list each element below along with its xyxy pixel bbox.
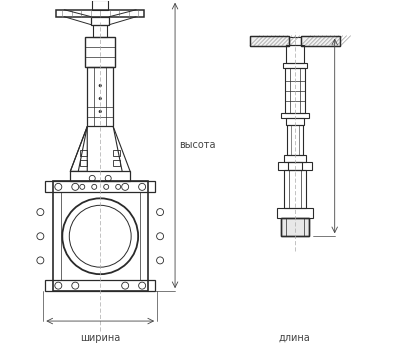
Circle shape (99, 84, 102, 87)
Text: длина: длина (279, 333, 311, 343)
Bar (45, 181, 155, 192)
Bar (91, 17, 109, 25)
Bar (286, 45, 304, 63)
Bar (80, 151, 87, 156)
Bar (113, 161, 120, 166)
Bar (85, 37, 115, 67)
Bar (93, 25, 107, 37)
Bar (278, 162, 312, 170)
Bar (113, 151, 120, 156)
Bar (250, 36, 289, 46)
Bar (301, 36, 340, 46)
Bar (286, 118, 304, 126)
Bar (87, 67, 113, 127)
Bar (250, 36, 289, 46)
Bar (288, 162, 302, 170)
Bar (289, 37, 301, 45)
Bar (287, 126, 303, 155)
Bar (56, 10, 144, 17)
Bar (70, 171, 130, 181)
Bar (283, 63, 307, 67)
Bar (281, 218, 309, 236)
Bar (301, 36, 340, 46)
Bar (92, 0, 108, 10)
Bar (284, 155, 306, 162)
Circle shape (99, 97, 102, 100)
Bar (53, 181, 148, 291)
Bar (277, 208, 313, 218)
Bar (284, 170, 306, 208)
Text: ширина: ширина (80, 333, 120, 343)
Text: высота: высота (179, 140, 216, 151)
Bar (281, 218, 309, 236)
Bar (45, 280, 155, 291)
Bar (285, 67, 305, 112)
Bar (80, 161, 87, 166)
Bar (281, 112, 309, 118)
Circle shape (99, 110, 102, 113)
